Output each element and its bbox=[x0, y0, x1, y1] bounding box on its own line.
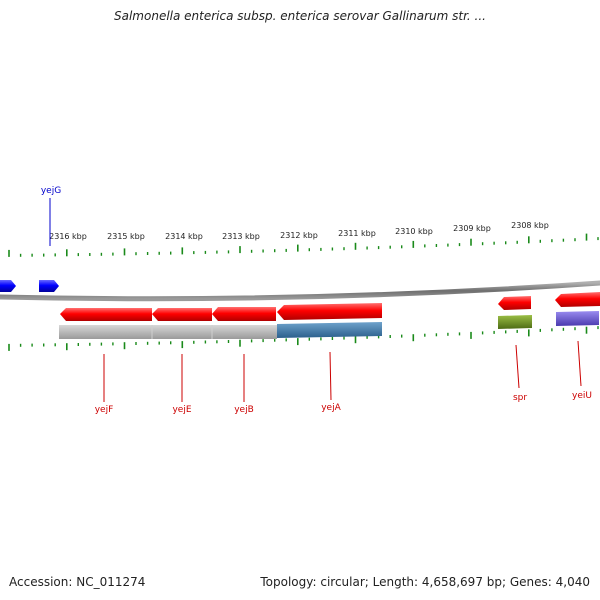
inner-scale-ticks bbox=[8, 326, 599, 351]
genome-backbone bbox=[0, 280, 600, 302]
scale-label: 2311 kbp bbox=[338, 229, 376, 238]
feature-bar-green[interactable] bbox=[498, 315, 532, 329]
scale-label: 2312 kbp bbox=[280, 231, 318, 240]
scale-label: 2314 kbp bbox=[165, 232, 203, 241]
forward-gene-arrow[interactable] bbox=[39, 280, 59, 292]
gene-yejE-arrow[interactable] bbox=[152, 308, 212, 321]
operon-bar-blue[interactable] bbox=[277, 322, 382, 338]
scale-label: 2309 kbp bbox=[453, 224, 491, 233]
forward-genes bbox=[0, 280, 59, 292]
gene-leader-line bbox=[329, 351, 332, 401]
gene-spr-arrow[interactable] bbox=[498, 296, 531, 310]
gene-yejA-arrow[interactable] bbox=[277, 303, 382, 320]
gene-spr[interactable]: spr bbox=[513, 344, 527, 403]
gene-yejB-arrow[interactable] bbox=[212, 307, 276, 321]
forward-gene-arrow[interactable] bbox=[0, 280, 16, 292]
gene-label: yejF bbox=[95, 405, 114, 415]
reverse-genes bbox=[60, 292, 600, 321]
gene-yeiU[interactable]: yeiU bbox=[572, 340, 592, 401]
gene-yejE[interactable]: yejE bbox=[172, 354, 192, 415]
feature-bars bbox=[59, 311, 599, 339]
gene-yejB[interactable]: yejB bbox=[234, 354, 254, 415]
gene-label: spr bbox=[513, 393, 527, 403]
scale-labels: 2316 kbp 2315 kbp 2314 kbp 2313 kbp 2312… bbox=[49, 221, 549, 241]
scale-label: 2315 kbp bbox=[107, 232, 145, 241]
gene-label: yeiU bbox=[572, 391, 592, 401]
scale-label: 2316 kbp bbox=[49, 232, 87, 241]
gene-leader-line bbox=[577, 340, 582, 387]
scale-label: 2310 kbp bbox=[395, 227, 433, 236]
gene-yeiU-arrow[interactable] bbox=[555, 292, 600, 307]
operon-bar-gray[interactable] bbox=[59, 325, 277, 339]
accession-text: Accession: NC_011274 bbox=[9, 575, 146, 589]
feature-bar-purple[interactable] bbox=[556, 311, 599, 326]
gene-yejF-arrow[interactable] bbox=[60, 308, 152, 321]
gene-yejA[interactable]: yejA bbox=[321, 351, 342, 413]
scale-label: 2313 kbp bbox=[222, 232, 260, 241]
genome-title: Salmonella enterica subsp. enterica sero… bbox=[114, 9, 486, 23]
outer-scale-ticks bbox=[8, 233, 599, 257]
scale-label: 2308 kbp bbox=[511, 221, 549, 230]
genome-summary-text: Topology: circular; Length: 4,658,697 bp… bbox=[260, 575, 590, 589]
gene-label: yejE bbox=[172, 405, 191, 415]
gene-label: yejG bbox=[41, 186, 61, 196]
gene-yejF[interactable]: yejF bbox=[95, 354, 114, 415]
gene-label: yejB bbox=[234, 405, 254, 415]
gene-label: yejA bbox=[321, 403, 341, 413]
gene-yejG[interactable]: yejG bbox=[41, 186, 61, 246]
gene-leader-line bbox=[515, 344, 520, 389]
